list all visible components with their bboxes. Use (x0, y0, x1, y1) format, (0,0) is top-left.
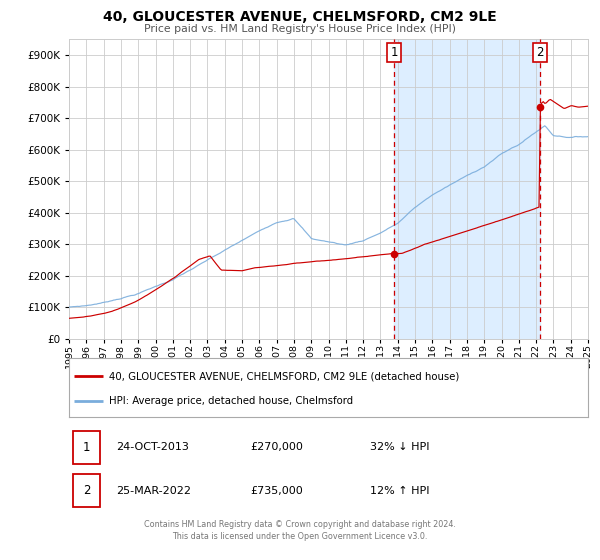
Text: 1: 1 (391, 46, 398, 59)
Bar (394, 39, 540, 339)
Text: 12% ↑ HPI: 12% ↑ HPI (370, 486, 430, 496)
Text: 24-OCT-2013: 24-OCT-2013 (116, 442, 188, 452)
Text: 1: 1 (83, 441, 91, 454)
Text: Price paid vs. HM Land Registry's House Price Index (HPI): Price paid vs. HM Land Registry's House … (144, 24, 456, 34)
Text: £735,000: £735,000 (251, 486, 304, 496)
Text: 25-MAR-2022: 25-MAR-2022 (116, 486, 191, 496)
Text: 32% ↓ HPI: 32% ↓ HPI (370, 442, 430, 452)
Text: 40, GLOUCESTER AVENUE, CHELMSFORD, CM2 9LE (detached house): 40, GLOUCESTER AVENUE, CHELMSFORD, CM2 9… (109, 371, 460, 381)
Text: This data is licensed under the Open Government Licence v3.0.: This data is licensed under the Open Gov… (172, 532, 428, 541)
Text: HPI: Average price, detached house, Chelmsford: HPI: Average price, detached house, Chel… (109, 396, 353, 406)
Text: 2: 2 (536, 46, 544, 59)
FancyBboxPatch shape (73, 474, 100, 507)
Text: £270,000: £270,000 (251, 442, 304, 452)
Text: 2: 2 (83, 484, 91, 497)
FancyBboxPatch shape (73, 431, 100, 464)
Text: 40, GLOUCESTER AVENUE, CHELMSFORD, CM2 9LE: 40, GLOUCESTER AVENUE, CHELMSFORD, CM2 9… (103, 10, 497, 24)
Text: Contains HM Land Registry data © Crown copyright and database right 2024.: Contains HM Land Registry data © Crown c… (144, 520, 456, 529)
